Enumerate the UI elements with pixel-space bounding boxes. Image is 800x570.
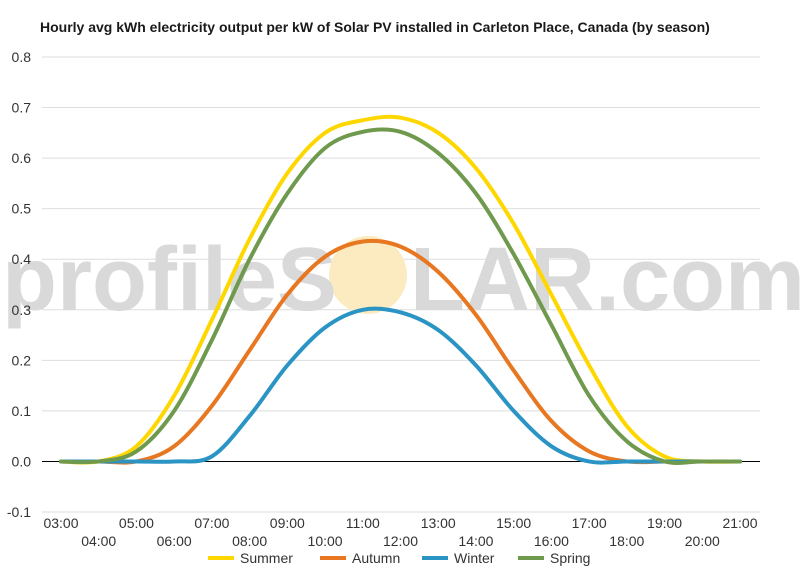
grid-lines	[42, 56, 760, 513]
watermark-text-right: LAR.com	[410, 230, 800, 330]
x-tick-label: 04:00	[81, 533, 116, 549]
y-tick-label: -0.1	[7, 504, 31, 520]
x-tick-label: 03:00	[43, 515, 78, 531]
watermark-sun-icon	[329, 236, 407, 314]
x-tick-label: 10:00	[308, 533, 343, 549]
legend-label: Autumn	[352, 550, 400, 566]
legend: Summer Autumn Winter Spring	[208, 550, 590, 566]
x-tick-label: 13:00	[421, 515, 456, 531]
series-line-summer	[59, 114, 742, 465]
x-tick-label: 15:00	[496, 515, 531, 531]
x-tick-label: 08:00	[232, 533, 267, 549]
x-tick-label: 05:00	[119, 515, 154, 531]
x-tick-label: 09:00	[270, 515, 305, 531]
y-tick-label: 0.0	[12, 453, 32, 469]
y-tick-label: 0.1	[12, 403, 32, 419]
y-tick-label: 0.6	[12, 150, 32, 166]
series-line-spring	[59, 127, 742, 465]
y-tick-label: 0.2	[12, 352, 32, 368]
legend-label: Winter	[454, 550, 495, 566]
y-tick-label: 0.4	[12, 251, 32, 267]
x-tick-label: 19:00	[647, 515, 682, 531]
x-tick-label: 17:00	[572, 515, 607, 531]
x-tick-label: 07:00	[194, 515, 229, 531]
watermark-text-left: profileS	[2, 230, 337, 330]
y-axis: -0.1 0.0 0.1 0.2 0.3 0.4 0.5 0.6 0.7 0.8	[7, 49, 31, 520]
x-tick-label: 12:00	[383, 533, 418, 549]
x-tick-label: 06:00	[157, 533, 192, 549]
legend-label: Summer	[240, 550, 293, 566]
series-line-winter	[59, 306, 742, 465]
x-tick-label: 11:00	[346, 515, 380, 531]
x-tick-label: 16:00	[534, 533, 569, 549]
x-tick-label: 20:00	[685, 533, 720, 549]
x-tick-label: 18:00	[609, 533, 644, 549]
legend-label: Spring	[550, 550, 590, 566]
series-lines	[59, 114, 742, 465]
x-axis: 03:0004:0005:0006:0007:0008:0009:0010:00…	[43, 515, 757, 549]
watermark: profileS LAR.com	[2, 230, 800, 330]
chart-title: Hourly avg kWh electricity output per kW…	[40, 19, 710, 35]
x-tick-label: 14:00	[458, 533, 493, 549]
y-tick-label: 0.7	[12, 100, 32, 116]
y-tick-label: 0.5	[12, 201, 32, 217]
x-tick-label: 21:00	[722, 515, 757, 531]
y-tick-label: 0.8	[12, 49, 32, 65]
y-tick-label: 0.3	[12, 302, 32, 318]
